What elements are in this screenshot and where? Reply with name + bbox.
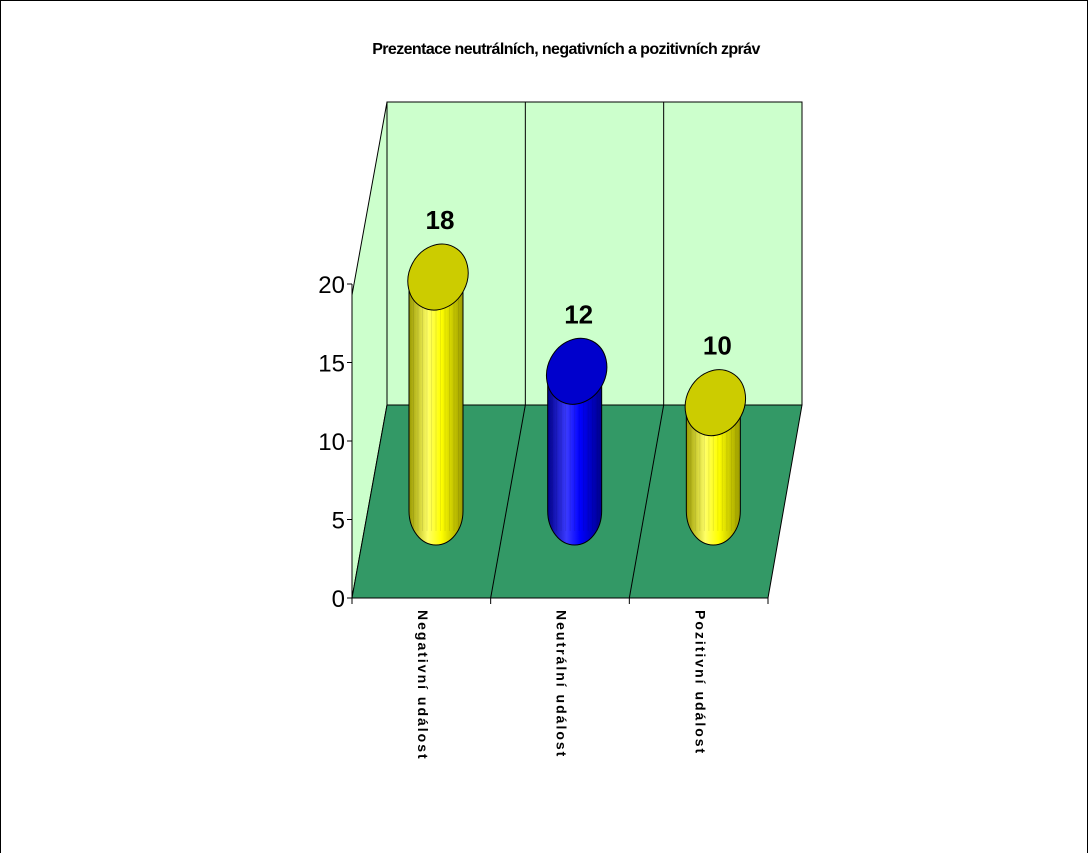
bar-top	[684, 369, 747, 437]
data-label: 12	[564, 299, 593, 329]
category-label: Pozitivní událost	[692, 610, 708, 755]
bar	[684, 369, 747, 546]
chart-title: Prezentace neutrálních, negativních a po…	[372, 41, 760, 58]
category-label: Negativní událost	[415, 610, 431, 761]
y-tick-label: 5	[332, 508, 345, 535]
y-tick-label: 20	[318, 272, 345, 299]
category-axis: Negativní událost Neutrální událost Poziti…	[351, 597, 769, 761]
y-tick-label: 0	[332, 586, 345, 613]
bars-group	[407, 243, 747, 546]
y-axis: 0 5 10 15 20	[318, 272, 353, 613]
category-label: Neutrální událost	[554, 610, 570, 758]
bar-body	[685, 402, 741, 546]
floor-divider	[628, 404, 665, 599]
y-tick-label: 10	[318, 429, 345, 456]
bar-body	[547, 370, 603, 546]
chart-walls	[351, 101, 803, 599]
floor-divider	[490, 404, 526, 599]
bar-top	[407, 243, 469, 311]
bar-top	[545, 337, 608, 405]
data-labels: 18 12 10	[426, 205, 732, 361]
bar-body	[408, 276, 464, 546]
y-tick-label: 15	[318, 351, 345, 378]
bar	[545, 337, 608, 546]
data-label: 18	[426, 205, 455, 235]
data-label: 10	[703, 331, 732, 361]
bar	[407, 243, 469, 546]
